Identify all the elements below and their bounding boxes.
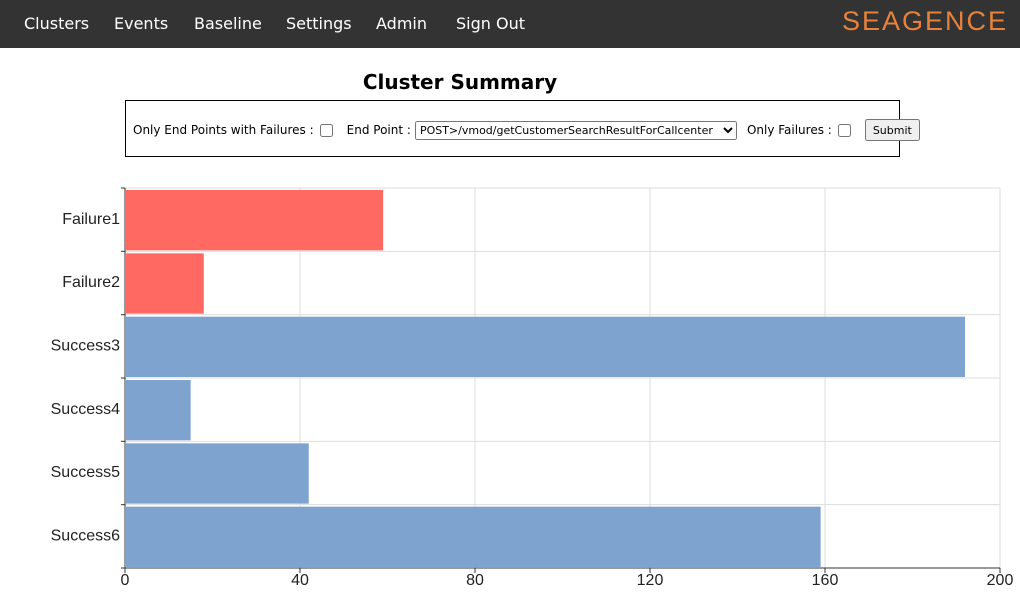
bar	[125, 190, 384, 251]
nav-link[interactable]: Baseline	[194, 14, 262, 33]
checkbox[interactable]	[837, 123, 851, 137]
nav-link[interactable]: Sign Out	[456, 14, 525, 33]
x-tick-label: 80	[466, 572, 484, 589]
logo[interactable]: SEAGENCE	[841, 6, 1008, 36]
nav-link[interactable]: Admin	[376, 14, 427, 33]
nav-link[interactable]: Events	[114, 14, 169, 33]
chart-title: Cluster Summary	[362, 70, 558, 94]
nav-link[interactable]: Settings	[286, 14, 352, 33]
bar	[125, 316, 965, 377]
x-tick-label: 0	[121, 572, 130, 589]
label: Only Failures :	[746, 123, 832, 137]
x-tick-label: 160	[812, 572, 839, 589]
endpoint-select[interactable]: POST>/vmod/getCustomerSearchResultForCal…	[414, 120, 737, 140]
y-tick-label: Success6	[51, 528, 120, 545]
label: End Point :	[346, 123, 411, 137]
bar	[125, 253, 204, 314]
submit-button[interactable]: Submit	[864, 119, 920, 141]
x-tick-label: 120	[637, 572, 664, 589]
chart: 0 40 80 120 160 200 Failure1 Failure2 Success3 Su…	[51, 187, 1014, 589]
y-tick-label: Success3	[51, 338, 120, 355]
y-tick-label: Failure2	[62, 274, 120, 291]
bar	[125, 506, 821, 567]
nav-bar: Clusters Events Baseline Settings Admin …	[0, 0, 1020, 48]
y-tick-label: Failure1	[62, 211, 120, 228]
label: Only End Points with Failures :	[133, 123, 314, 137]
y-tick-label: Success4	[51, 401, 120, 418]
x-tick-label: 200	[987, 572, 1014, 589]
filter-row: Only End Points with Failures : End Poin…	[133, 119, 920, 141]
x-tick-label: 40	[291, 572, 309, 589]
y-tick-label: Success5	[51, 464, 120, 481]
nav-link[interactable]: Clusters	[24, 14, 90, 33]
bar	[125, 443, 309, 504]
checkbox[interactable]	[319, 123, 333, 137]
filter-form: Only End Points with Failures : End Poin…	[125, 100, 920, 157]
bar	[125, 380, 191, 441]
